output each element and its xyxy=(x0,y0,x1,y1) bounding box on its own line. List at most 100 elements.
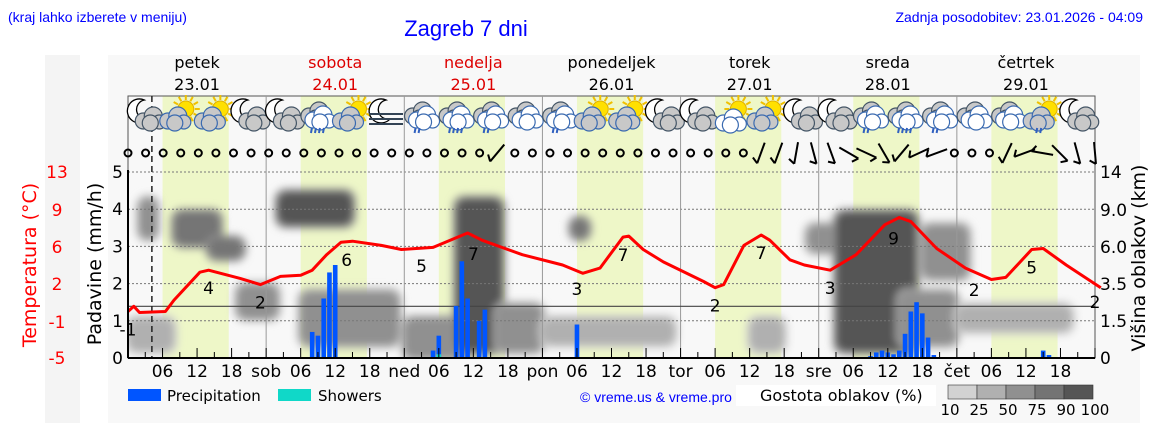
temperature-label: 5 xyxy=(1026,259,1037,279)
wind-barb-icon xyxy=(826,142,836,165)
sun-ray xyxy=(193,101,199,106)
cloud-part xyxy=(518,113,536,131)
x-tick-label: 06 xyxy=(981,362,1003,382)
day-date: 29.01 xyxy=(1003,75,1049,94)
sun-ray xyxy=(1052,96,1058,102)
wind-calm-icon xyxy=(563,148,573,158)
sun-ray xyxy=(227,101,233,106)
wind-barb-feather xyxy=(869,156,877,163)
cloud-legend-title: Gostota oblakov (%) xyxy=(760,386,923,405)
cloud-part xyxy=(753,114,771,132)
sun-ray xyxy=(345,101,352,106)
cloud-scale-label: 100 xyxy=(1081,401,1110,419)
wind-calm-icon xyxy=(123,148,133,158)
cloud-scale-swatch xyxy=(947,384,978,400)
x-tick-label: 12 xyxy=(601,362,623,382)
sun-ray xyxy=(638,96,643,102)
rain-drop xyxy=(460,127,464,134)
precipitation-bar xyxy=(902,333,908,358)
sun-ray xyxy=(587,101,593,106)
cloud-height-tick-label: 14 xyxy=(1100,163,1122,183)
cloud-height-tick-label: 6.0 xyxy=(1100,238,1127,258)
temperature-label: 2 xyxy=(969,281,980,301)
x-tick-label: 12 xyxy=(324,362,346,382)
cloud-part xyxy=(484,113,502,131)
precipitation-bar xyxy=(430,350,436,358)
temp-tick-label: 2 xyxy=(52,275,63,295)
sun-ray xyxy=(207,101,214,106)
wind-calm-icon xyxy=(281,148,291,158)
sun-ray xyxy=(725,101,732,106)
cloud-patch xyxy=(277,191,353,226)
wind-barb-shaft xyxy=(877,142,891,164)
cloud-part xyxy=(279,114,298,132)
precipitation-bar xyxy=(327,272,332,358)
temperature-label: 3 xyxy=(572,280,583,300)
precipitation-bar xyxy=(891,354,896,358)
x-tick-label: 12 xyxy=(1015,362,1037,382)
wind-barb-feather xyxy=(809,160,817,165)
moon-cloud-icon xyxy=(817,98,858,132)
cloud-part xyxy=(721,116,739,134)
legend-precipitation-label: Precipitation xyxy=(167,387,261,405)
day-date: 24.01 xyxy=(312,75,358,94)
wind-barb-feather xyxy=(997,156,1004,164)
wind-calm-icon xyxy=(211,148,221,158)
precipitation-bar xyxy=(920,313,925,358)
overcast-icon xyxy=(507,101,544,131)
cloud-patch xyxy=(496,304,543,352)
cloud-height-tick-label: 9.0 xyxy=(1100,201,1127,221)
location-hint[interactable]: (kraj lahko izberete v meniju) xyxy=(8,9,187,25)
legend-showers-swatch xyxy=(278,389,311,401)
x-tick-label: 06 xyxy=(152,362,174,382)
sun-ray xyxy=(362,96,367,102)
cloud-part xyxy=(245,114,263,132)
day-headers: petek 23.01 sobota 24.01 nedelja 25.01 ponedel… xyxy=(174,53,1055,94)
legend-precipitation-swatch xyxy=(128,389,161,401)
wind-calm-icon xyxy=(264,148,274,158)
cloud-height-tick-label: 3.5 xyxy=(1100,275,1127,295)
sun-ray xyxy=(626,96,632,102)
rain-drop xyxy=(931,127,935,134)
wind-barb-icon xyxy=(788,141,800,165)
x-tick-label: 12 xyxy=(463,362,485,382)
wind-barb-shaft xyxy=(856,147,877,159)
precipitation-bar xyxy=(873,352,879,358)
rain-drop xyxy=(909,127,913,134)
wind-barb-shaft xyxy=(773,142,784,164)
copyright-link[interactable]: © vreme.us & vreme.pro xyxy=(580,389,732,405)
day-name: ponedeljek xyxy=(568,53,657,72)
wind-barb-icon xyxy=(809,142,818,165)
sun-ray xyxy=(776,96,781,102)
sun-ray xyxy=(1052,116,1058,122)
wind-barb-shaft xyxy=(809,142,818,164)
rain-drop xyxy=(551,127,555,134)
rain-drop xyxy=(555,127,559,134)
x-tick-label: 18 xyxy=(912,362,934,382)
cloud-height-tick-label: 1.5 xyxy=(1100,312,1127,332)
cloud-patch xyxy=(300,291,399,345)
sun-ray xyxy=(189,116,194,122)
rain-drop xyxy=(456,127,460,134)
wind-barb-shaft xyxy=(1093,141,1097,165)
wind-barb-icon xyxy=(487,143,506,163)
precipitation-bar xyxy=(931,355,937,358)
temperature-label: 2 xyxy=(1090,293,1101,313)
sun-ray xyxy=(776,116,781,122)
cloud-part xyxy=(166,114,184,132)
sun-small-cloud-icon xyxy=(714,95,753,134)
x-tick-label: 18 xyxy=(773,362,795,382)
cloud-patch xyxy=(749,318,785,352)
precipitation-bar xyxy=(459,261,465,358)
wind-calm-icon xyxy=(949,148,959,158)
wind-barb-feather xyxy=(1089,159,1097,165)
sun-cloud-icon xyxy=(159,95,200,132)
wind-symbols xyxy=(123,141,1097,165)
wind-barb-feather xyxy=(752,156,758,164)
temp-tick-label: -1 xyxy=(49,313,66,333)
cloud-patch xyxy=(571,218,589,239)
temperature-label: 4 xyxy=(203,279,214,299)
wind-calm-icon xyxy=(527,148,537,158)
precipitation-bar xyxy=(315,335,321,358)
